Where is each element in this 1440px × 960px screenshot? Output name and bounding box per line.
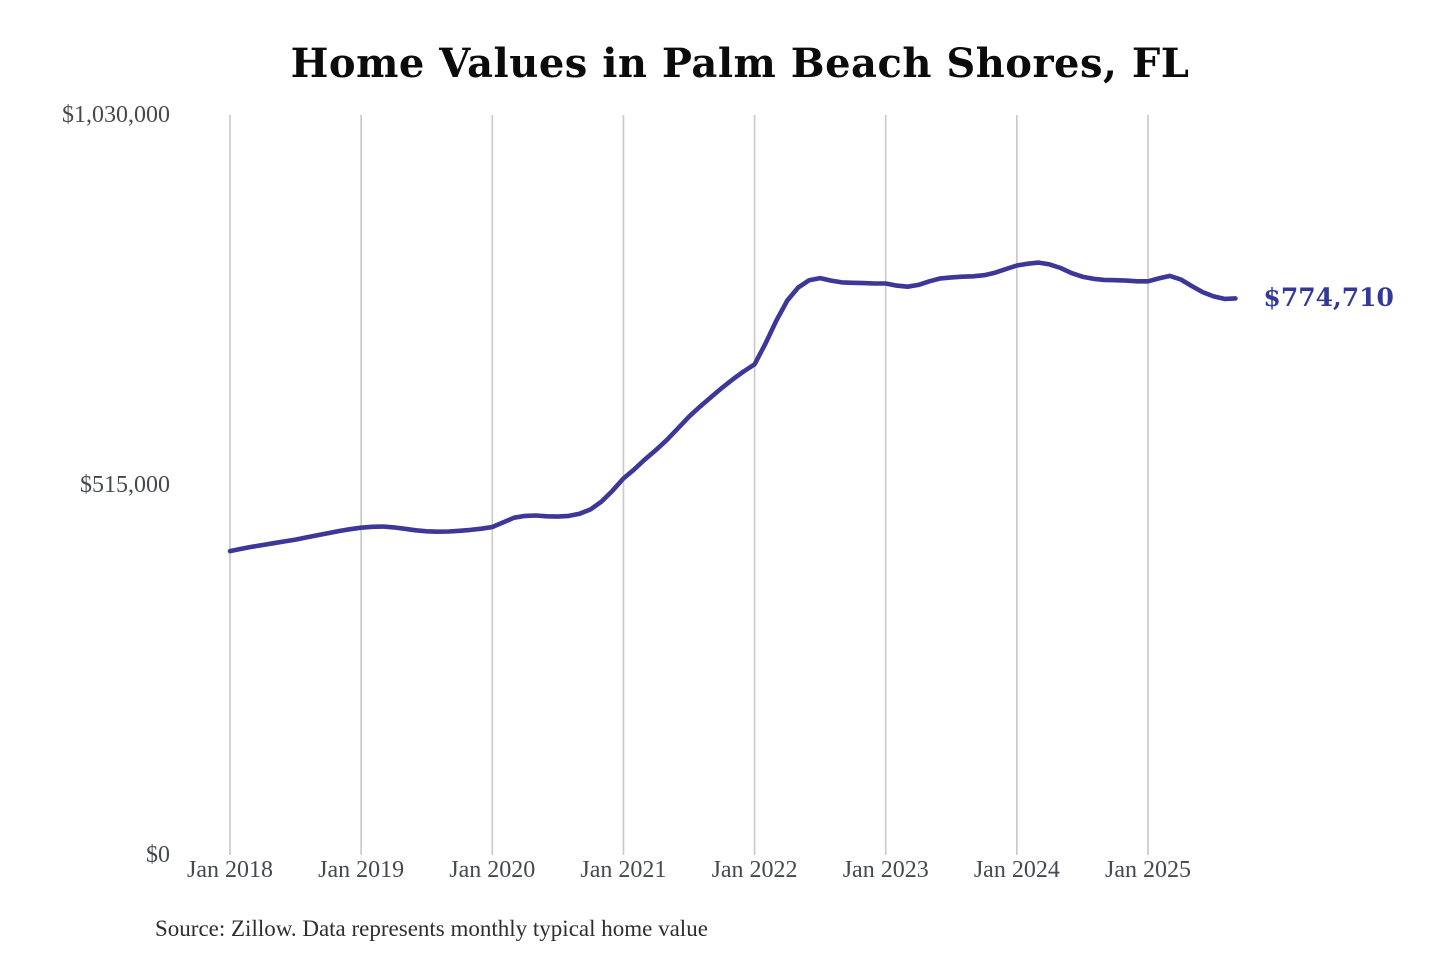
- x-axis-tick-label-7: Jan 2025: [1105, 857, 1191, 883]
- x-axis-tick-label-4: Jan 2022: [711, 857, 798, 883]
- x-axis-tick-label-2: Jan 2020: [449, 857, 536, 883]
- source-note: Source: Zillow. Data represents monthly …: [155, 916, 708, 941]
- x-axis-tick-label-0: Jan 2018: [187, 857, 273, 883]
- latest-value-label: $774,710: [1263, 283, 1394, 313]
- x-axis-tick-label-5: Jan 2023: [842, 857, 929, 883]
- y-axis-tick-label-1: $515,000: [80, 472, 170, 498]
- x-axis-tick-label-1: Jan 2019: [318, 857, 405, 883]
- chart-title: Home Values in Palm Beach Shores, FL: [290, 40, 1190, 87]
- x-axis-tick-label-6: Jan 2024: [973, 857, 1060, 883]
- x-axis-tick-label-3: Jan 2021: [580, 857, 667, 883]
- y-axis-tick-label-2: $1,030,000: [62, 102, 170, 128]
- y-axis-tick-label-0: $0: [146, 842, 170, 868]
- home-value-line: [227, 260, 1238, 554]
